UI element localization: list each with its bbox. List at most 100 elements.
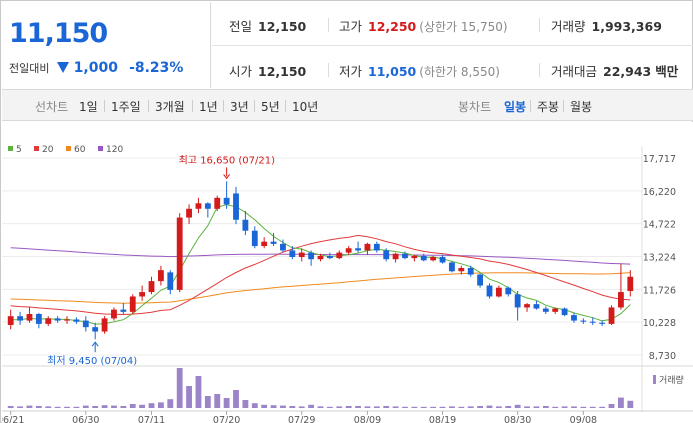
candle-body bbox=[589, 321, 596, 323]
legend-label-120: 120 bbox=[106, 145, 123, 155]
candle-body bbox=[542, 308, 549, 312]
candle-monthly[interactable]: 월봉 bbox=[570, 100, 593, 114]
period-1y[interactable]: 1년 bbox=[199, 100, 218, 114]
volume-bar bbox=[467, 406, 474, 408]
period-3m[interactable]: 3개월 bbox=[155, 100, 185, 114]
divider bbox=[563, 100, 564, 112]
volume-bar bbox=[345, 406, 352, 408]
chart-legend: 5 20 60 120 bbox=[8, 145, 123, 155]
divider bbox=[539, 18, 540, 32]
volume-bar bbox=[298, 406, 305, 408]
candle-body bbox=[495, 287, 502, 297]
high-label: 고가 bbox=[339, 19, 363, 34]
period-5y[interactable]: 5년 bbox=[261, 100, 280, 114]
volume-bar bbox=[486, 405, 493, 408]
volume-bar bbox=[627, 400, 634, 408]
divider bbox=[254, 100, 255, 112]
stock-chart[interactable]: 5 20 60 120 최고 16,650 (07/21) 최저 9,450 (07/0… bbox=[2, 122, 693, 423]
volume-bar bbox=[373, 406, 380, 408]
candle-body bbox=[101, 318, 108, 332]
legend-swatch-5 bbox=[8, 146, 13, 151]
candle-body bbox=[486, 285, 493, 297]
y-tick-label: 10,228 bbox=[643, 318, 676, 329]
candle-body bbox=[298, 252, 305, 258]
volume-bar bbox=[599, 406, 606, 408]
candle-body bbox=[233, 193, 239, 220]
volume-bar bbox=[420, 406, 427, 408]
volume-bar bbox=[26, 405, 33, 408]
divider bbox=[539, 63, 540, 77]
period-3y[interactable]: 3년 bbox=[230, 100, 249, 114]
candle-body bbox=[270, 241, 277, 244]
chart-background bbox=[2, 122, 693, 423]
amount-stat: 거래대금 22,943 백만 bbox=[551, 61, 678, 80]
divider bbox=[192, 100, 193, 112]
period-1w[interactable]: 1주일 bbox=[111, 100, 141, 114]
prev-close-value: 12,150 bbox=[258, 19, 307, 34]
candle-body bbox=[392, 253, 399, 260]
candle-daily[interactable]: 일봉 bbox=[504, 100, 527, 114]
divider bbox=[328, 18, 329, 32]
volume-bar bbox=[167, 399, 174, 408]
line-chart-label: 선차트 bbox=[35, 100, 69, 114]
volume-bar bbox=[383, 406, 390, 408]
down-triangle-icon bbox=[56, 62, 69, 73]
volume-bar bbox=[251, 403, 258, 408]
candle-body bbox=[458, 267, 465, 272]
volume-bar bbox=[64, 406, 70, 408]
legend-swatch-120 bbox=[98, 146, 103, 151]
candle-body bbox=[64, 319, 70, 321]
volume-bar bbox=[101, 405, 108, 408]
legend-swatch-60 bbox=[66, 146, 71, 151]
candle-body bbox=[599, 322, 606, 324]
candle-body bbox=[251, 230, 258, 247]
volume-bar bbox=[17, 406, 23, 408]
volume-bar bbox=[148, 403, 155, 408]
volume-bar bbox=[449, 406, 455, 408]
volume-bar bbox=[204, 396, 211, 408]
candle-body bbox=[120, 309, 127, 312]
change-percent: -8.23% bbox=[129, 60, 184, 76]
prev-close-stat: 전일 12,150 bbox=[229, 16, 306, 35]
candle-body bbox=[336, 252, 343, 259]
x-tick-label: 09/08 bbox=[570, 415, 597, 423]
candle-body bbox=[45, 318, 52, 324]
volume-bar bbox=[129, 404, 136, 408]
amount-value: 22,943 bbox=[603, 64, 652, 79]
volume-bar bbox=[495, 406, 502, 408]
candle-body bbox=[373, 243, 380, 251]
candle-weekly[interactable]: 주봉 bbox=[537, 100, 560, 114]
candle-body bbox=[82, 320, 89, 328]
candle-body bbox=[383, 250, 390, 260]
volume-bar bbox=[242, 400, 249, 408]
prev-close-label: 전일 bbox=[229, 19, 253, 34]
volume-bar bbox=[233, 390, 239, 408]
volume-bar bbox=[542, 406, 549, 408]
x-tick-label: 06/30 bbox=[72, 415, 99, 423]
volume-bar bbox=[120, 406, 127, 408]
candle-body bbox=[111, 309, 117, 319]
volume-bar bbox=[589, 406, 596, 408]
x-tick-label: 06/21 bbox=[2, 415, 24, 423]
candle-body bbox=[524, 304, 530, 308]
candle-body bbox=[280, 243, 286, 251]
divider bbox=[148, 100, 149, 112]
volume-bar bbox=[7, 406, 14, 408]
volume-bar bbox=[223, 398, 230, 408]
chart-annotations: 최고 16,650 (07/21) 최저 9,450 (07/04) bbox=[47, 154, 275, 367]
volume-bar bbox=[195, 376, 202, 408]
volume-bar bbox=[533, 406, 540, 408]
candle-body bbox=[317, 255, 324, 260]
period-10y[interactable]: 10년 bbox=[292, 100, 319, 114]
volume-bar bbox=[73, 406, 80, 408]
candle-body bbox=[195, 203, 202, 209]
candle-body bbox=[618, 292, 624, 308]
volume-bar bbox=[402, 406, 408, 408]
volume-bar bbox=[608, 404, 615, 408]
low-value: 11,050 bbox=[368, 64, 417, 79]
candle-body bbox=[7, 316, 14, 325]
legend-swatch-20 bbox=[34, 146, 39, 151]
price-box: 11,150 전일대비 1,000 -8.23% bbox=[2, 2, 211, 88]
candle-body bbox=[467, 267, 474, 275]
period-1d[interactable]: 1일 bbox=[79, 100, 98, 114]
